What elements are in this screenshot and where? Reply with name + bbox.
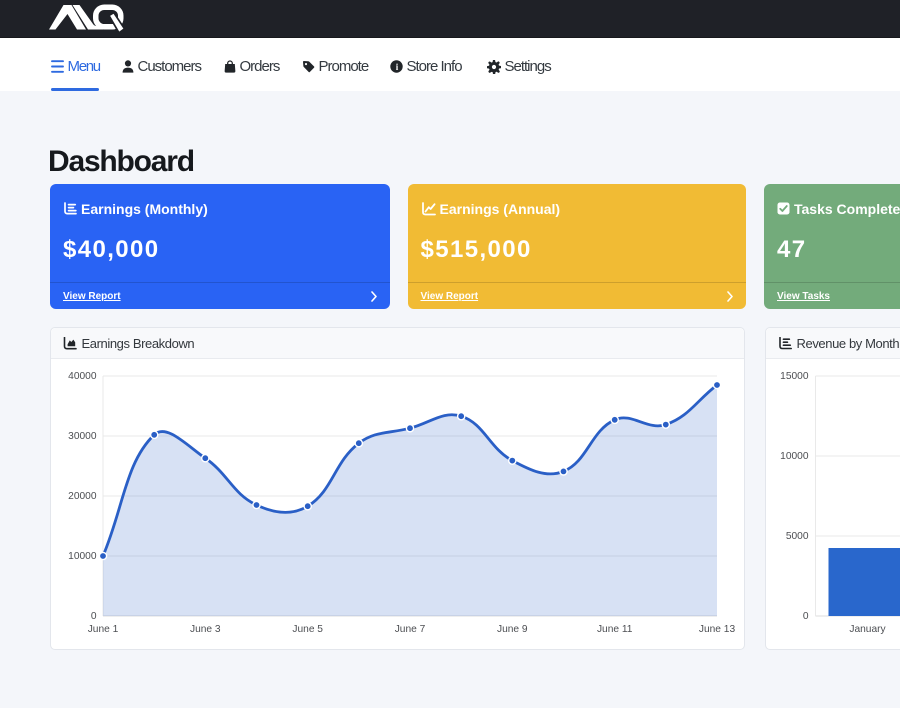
svg-text:June 1: June 1 — [88, 624, 119, 635]
svg-text:June 3: June 3 — [190, 624, 221, 635]
svg-text:5000: 5000 — [786, 531, 809, 542]
svg-text:January: January — [849, 624, 886, 635]
svg-text:0: 0 — [803, 611, 809, 622]
svg-text:June 5: June 5 — [292, 624, 323, 635]
svg-text:June 11: June 11 — [597, 624, 633, 635]
svg-text:June 9: June 9 — [497, 624, 528, 635]
svg-text:0: 0 — [91, 611, 97, 622]
svg-text:30000: 30000 — [68, 431, 97, 442]
svg-text:June 13: June 13 — [699, 624, 736, 635]
svg-text:10000: 10000 — [780, 451, 809, 462]
svg-text:June 7: June 7 — [395, 624, 426, 635]
svg-text:20000: 20000 — [68, 491, 97, 502]
svg-text:40000: 40000 — [68, 371, 97, 382]
svg-text:10000: 10000 — [68, 551, 97, 562]
svg-text:15000: 15000 — [780, 371, 809, 382]
